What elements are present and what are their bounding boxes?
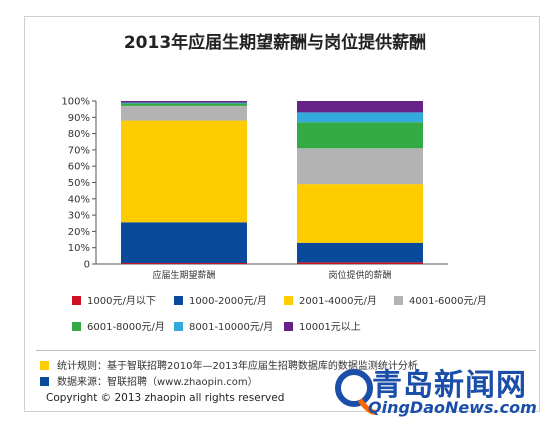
legend-label: 10001元以上 (299, 322, 361, 333)
bar-segment (297, 148, 423, 185)
bar-segment (297, 122, 423, 149)
bars-layer (121, 101, 423, 264)
legend-swatch (174, 296, 183, 305)
legend-item: 8001-10000元/月 (174, 318, 273, 333)
logo-site-name: 青岛新闻网 (372, 368, 527, 403)
bar-segment (121, 263, 247, 264)
note-source: 数据来源：智联招聘（www.zhaopin.com） (40, 373, 258, 388)
legend-swatch (284, 322, 293, 331)
bar-segment (297, 101, 423, 113)
legend-item: 4001-6000元/月 (394, 292, 487, 307)
legend-swatch (72, 322, 81, 331)
bar-segment (121, 120, 247, 223)
bar-segment (297, 262, 423, 264)
legend-label: 8001-10000元/月 (189, 322, 274, 333)
bar-segment (121, 102, 247, 104)
legend-swatch (174, 322, 183, 331)
legend-item: 2001-4000元/月 (284, 292, 377, 307)
bar-segment (297, 184, 423, 243)
legend-label: 6001-8000元/月 (87, 322, 165, 333)
y-tick-label: 100% (61, 97, 90, 108)
note-source-text: 数据来源：智联招聘（www.zhaopin.com） (57, 377, 258, 388)
note-rule-swatch (40, 361, 49, 370)
chart-frame (24, 16, 540, 412)
legend-label: 1000-2000元/月 (189, 296, 267, 307)
legend-label: 4001-6000元/月 (409, 296, 487, 307)
bar-segment (121, 103, 247, 106)
y-tick-label: 20% (68, 227, 90, 238)
bar-segment (121, 105, 247, 121)
y-tick-label: 10% (68, 243, 90, 254)
bar-segment (121, 101, 247, 103)
y-tick-label: 50% (68, 178, 90, 189)
note-source-swatch (40, 377, 49, 386)
legend-label: 1000元/月以下 (87, 296, 156, 307)
bar-segment (297, 242, 423, 263)
y-tick-label: 0 (84, 260, 90, 271)
y-tick-label: 30% (68, 211, 90, 222)
chart-title: 2013年应届生期望薪酬与岗位提供薪酬 (123, 33, 427, 53)
bar-segment (297, 112, 423, 123)
y-tick-label: 70% (68, 145, 90, 156)
copyright-text: Copyright © 2013 zhaopin all rights rese… (46, 392, 285, 404)
y-tick-label: 60% (68, 162, 90, 173)
note-rule-text: 统计规则：基于智联招聘2010年—2013年应届生招聘数据库的数据监测统计分析 (57, 361, 418, 372)
legend-item: 10001元以上 (284, 318, 361, 333)
legend-item: 1000-2000元/月 (174, 292, 267, 307)
qingdaonews-logo: 青岛新闻网 QingDaoNews.com (330, 358, 545, 424)
legend-swatch (394, 296, 403, 305)
legend-label: 2001-4000元/月 (299, 296, 377, 307)
logo-swirl-icon (335, 369, 377, 415)
bar-segment (121, 222, 247, 264)
legend-swatch (72, 296, 81, 305)
stacked-bar-chart: 0 10% 20% 30% 40% 50% 60% 70% 80% 90% 100% 应届生期望薪酬 岗… (61, 97, 448, 282)
x-category-label: 岗位提供的薪酬 (328, 269, 391, 281)
logo-site-url: QingDaoNews.com (368, 398, 537, 417)
note-rule: 统计规则：基于智联招聘2010年—2013年应届生招聘数据库的数据监测统计分析 (40, 357, 418, 372)
x-category-label: 应届生期望薪酬 (152, 269, 215, 281)
labels-layer: 0 10% 20% 30% 40% 50% 60% 70% 80% 90% 100% 应届生期望薪酬 岗… (61, 97, 391, 282)
y-tick-label: 40% (68, 194, 90, 205)
legend-item: 1000元/月以下 (72, 292, 156, 307)
legend-item: 6001-8000元/月 (72, 318, 165, 333)
y-tick-label: 90% (68, 113, 90, 124)
y-tick-label: 80% (68, 129, 90, 140)
notes-divider (36, 350, 536, 351)
legend-swatch (284, 296, 293, 305)
